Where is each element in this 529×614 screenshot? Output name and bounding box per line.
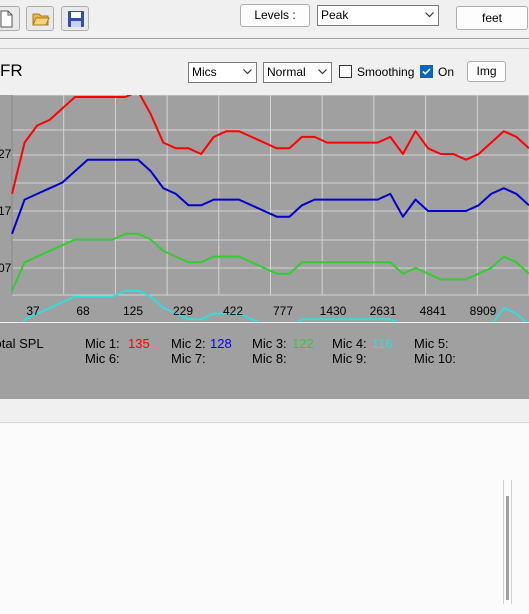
checkmark-icon [422,68,431,75]
series-line-3 [11,232,529,292]
img-button[interactable]: Img [467,61,506,82]
total-spl-panel: Total SPL Mic 1: 135 Mic 2: 128 Mic 3: 1… [0,323,529,399]
on-checkbox[interactable] [420,65,433,78]
mic-4-label: Mic 4: [332,336,367,351]
x-tick-label: 777 [272,304,294,318]
x-tick-label: 422 [222,304,244,318]
open-button[interactable] [26,6,54,31]
divider [0,422,529,423]
mic-2-label: Mic 2: [171,336,206,351]
scrollbar-thumb[interactable] [506,496,509,600]
x-tick-label: 8909 [469,304,497,318]
units-label: feet [481,11,502,25]
fr-title: FR [0,61,23,80]
mic-9-label: Mic 9: [332,351,367,366]
save-icon [68,11,84,27]
mic-1-label: Mic 1: [85,336,120,351]
mic-10-label: Mic 10: [414,351,456,366]
divider [0,48,529,49]
mic-4-value: 116 [372,336,393,351]
on-label: On [438,65,455,79]
mic-3-value: 122 [292,336,314,351]
levels-value: Peak [321,8,349,22]
open-folder-icon [32,13,50,26]
chevron-down-icon [243,69,252,75]
y-tick-label: 27 [0,147,12,161]
series-line-1 [11,95,529,195]
new-document-button[interactable] [0,6,20,31]
smoothing-label: Smoothing [357,65,415,79]
img-label: Img [476,64,497,78]
status-strip [0,400,529,422]
mic-7-label: Mic 7: [171,351,206,366]
save-button[interactable] [61,6,89,31]
x-tick-label: 2631 [369,304,397,318]
fr-chart-plot [11,95,529,322]
mode-select[interactable]: Normal [263,62,332,83]
mic-5-label: Mic 5: [414,336,449,351]
bottom-panel [0,423,529,614]
x-tick-label: 4841 [419,304,447,318]
divider [0,38,529,39]
y-tick-label: 07 [0,261,12,275]
y-tick-label: 17 [0,204,12,218]
total-spl-title: Total SPL [0,336,44,351]
smoothing-checkbox[interactable] [339,65,352,78]
levels-label: Levels : [254,8,296,22]
new-document-icon [0,10,13,28]
mic-2-value: 128 [210,336,232,351]
x-tick-label: 229 [172,304,194,318]
source-select[interactable]: Mics [188,62,257,83]
source-value: Mics [192,65,217,79]
levels-select[interactable]: Peak [317,5,439,26]
toolbar: Levels : Peak feet [0,0,529,38]
series-line-4 [22,289,528,322]
mic-6-label: Mic 6: [85,351,120,366]
mic-8-label: Mic 8: [252,351,287,366]
x-tick-label: 1430 [319,304,347,318]
x-tick-label: 68 [76,304,90,318]
x-tick-label: 125 [122,304,144,318]
chevron-down-icon [318,69,327,75]
mic-1-value: 135 [128,336,150,351]
x-tick-label: 37 [26,304,40,318]
levels-button[interactable]: Levels : [240,4,310,27]
mic-3-label: Mic 3: [252,336,287,351]
scrollbar[interactable] [503,480,512,604]
series-line-2 [11,158,529,235]
units-button[interactable]: feet [456,6,528,30]
chevron-down-icon [425,12,434,18]
fr-chart: 27 17 07 37 68 125 229 422 777 1430 2631 4841 8909 [0,95,529,322]
mode-value: Normal [267,65,306,79]
